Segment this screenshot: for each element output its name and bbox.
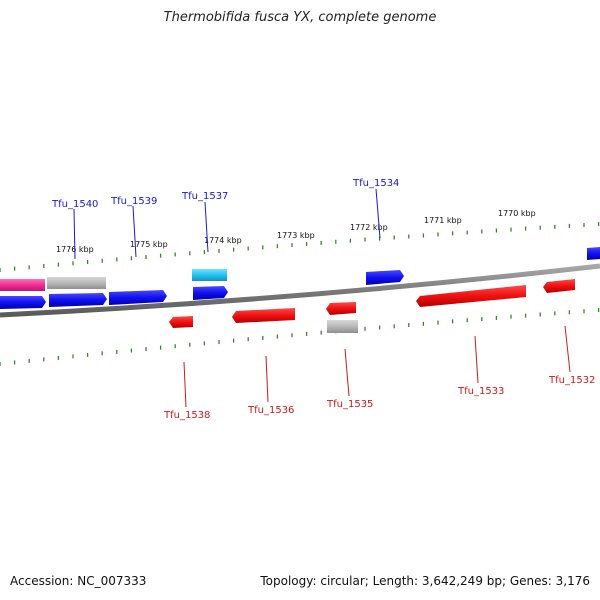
gene-label-tfu-1532[interactable]: Tfu_1532 xyxy=(548,375,595,386)
reverse-leaders xyxy=(183,325,571,408)
gene-arrow[interactable] xyxy=(0,296,46,309)
gene-arrow[interactable] xyxy=(326,302,356,315)
accession-text: Accession: NC_007333 xyxy=(10,574,147,588)
map-title: Thermobifida fusca YX, complete genome xyxy=(163,10,437,25)
scale-label-1774: 1774 kbp xyxy=(204,236,242,245)
gene-arrow[interactable] xyxy=(232,308,295,323)
forward-leaders xyxy=(73,188,381,260)
gene-label-tfu-1540[interactable]: Tfu_1540 xyxy=(51,199,98,210)
gene-label-tfu-1536[interactable]: Tfu_1536 xyxy=(247,405,294,416)
genome-summary-text: Topology: circular; Length: 3,642,249 bp… xyxy=(260,574,590,588)
gene-label-tfu-1537[interactable]: Tfu_1537 xyxy=(181,191,228,202)
gene-arrow[interactable] xyxy=(416,285,526,307)
forward-genes xyxy=(0,247,600,309)
outer-tick-ring xyxy=(0,222,600,272)
gene-label-tfu-1535[interactable]: Tfu_1535 xyxy=(326,399,373,410)
gene-arrow[interactable] xyxy=(49,293,107,307)
gene-arrow[interactable] xyxy=(193,286,228,300)
gene-label-tfu-1534[interactable]: Tfu_1534 xyxy=(352,178,399,189)
scale-label-1773: 1773 kbp xyxy=(277,231,315,240)
gene-box[interactable] xyxy=(47,277,106,289)
gene-label-tfu-1533[interactable]: Tfu_1533 xyxy=(457,386,504,397)
gene-label-tfu-1538[interactable]: Tfu_1538 xyxy=(163,410,210,421)
gene-arrow[interactable] xyxy=(366,270,404,285)
gene-box[interactable] xyxy=(192,269,227,281)
gene-box[interactable] xyxy=(327,320,358,333)
gene-box[interactable] xyxy=(0,279,45,291)
gene-arrow[interactable] xyxy=(169,316,193,328)
reverse-genes xyxy=(169,279,575,333)
genome-backbone xyxy=(0,263,600,318)
gene-arrow[interactable] xyxy=(543,279,575,293)
scale-label-1772: 1772 kbp xyxy=(350,223,388,232)
inner-tick-ring xyxy=(0,308,600,366)
gene-arrow[interactable] xyxy=(587,247,600,260)
gene-label-tfu-1539[interactable]: Tfu_1539 xyxy=(110,196,157,207)
gene-arrow[interactable] xyxy=(109,290,167,305)
scale-label-1770: 1770 kbp xyxy=(498,209,536,218)
scale-label-1775: 1775 kbp xyxy=(130,240,168,249)
scale-label-1771: 1771 kbp xyxy=(424,216,462,225)
